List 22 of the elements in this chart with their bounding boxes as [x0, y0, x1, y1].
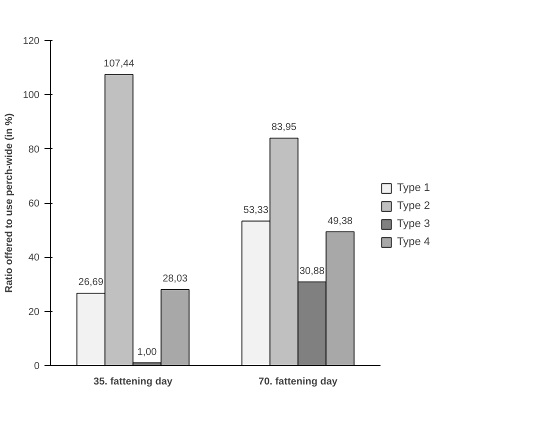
y-axis-title: Ratio offered to use perch-wide (in %) [4, 113, 15, 293]
y-tick-label: 60 [28, 198, 40, 210]
y-tick-label: 80 [28, 144, 40, 156]
legend-label: Type 4 [397, 236, 432, 248]
y-tick-label: 0 [34, 361, 40, 372]
data-label: 1,00 [137, 346, 158, 358]
y-tick-label: 120 [22, 36, 40, 47]
data-label: 49,38 [328, 216, 354, 227]
y-tick-label: 20 [28, 306, 40, 318]
legend-label: Type 2 [397, 200, 432, 212]
y-tick-label: 40 [28, 252, 40, 264]
data-label: 83,95 [271, 122, 297, 134]
data-label: 53,33 [243, 205, 269, 216]
y-tick-label: 100 [22, 90, 40, 102]
legend-label: Type 3 [397, 218, 432, 230]
data-label: 107,44 [104, 58, 135, 70]
data-label: 30,88 [300, 266, 325, 277]
data-label: 28,03 [162, 274, 188, 285]
x-tick-label: 70. fattening day [258, 376, 338, 388]
legend-label: Type 1 [397, 182, 432, 194]
data-label: 26,69 [78, 277, 104, 288]
x-tick-label: 35. fattening day [94, 376, 173, 388]
